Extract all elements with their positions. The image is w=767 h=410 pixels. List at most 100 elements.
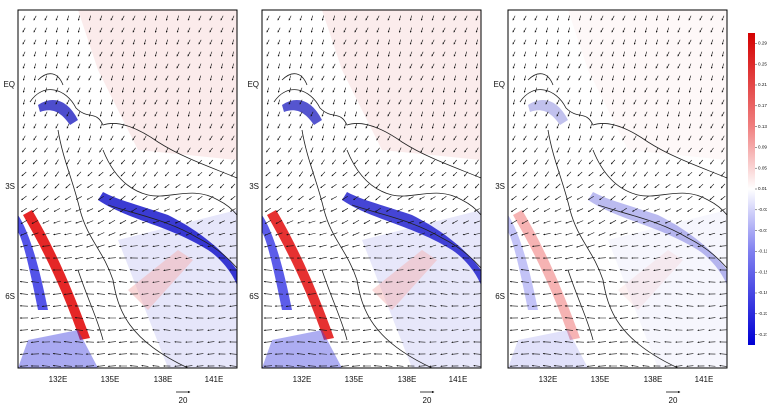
wind-arrow (354, 39, 358, 45)
wind-arrow (220, 159, 224, 165)
wind-arrow (55, 51, 58, 57)
wind-arrow (44, 51, 47, 57)
y-tick-label: 3S (249, 182, 259, 191)
wind-arrow (63, 257, 72, 260)
wind-arrow (96, 304, 106, 307)
y-tick-label: 3S (495, 182, 505, 191)
wind-arrow (129, 317, 139, 320)
wind-arrow (86, 220, 94, 224)
wind-arrow (442, 39, 446, 45)
wind-arrow (163, 328, 171, 331)
wind-arrow (152, 269, 160, 272)
x-tick-label: 141E (449, 375, 468, 384)
wind-arrow (44, 39, 48, 45)
wind-arrow (475, 75, 479, 81)
wind-arrow (75, 244, 83, 248)
wind-arrow (154, 39, 157, 45)
wind-arrow (22, 147, 26, 153)
wind-arrow (54, 183, 60, 189)
wind-arrow (77, 87, 81, 93)
wind-arrow (198, 99, 201, 105)
wind-arrow (120, 159, 126, 165)
wind-arrow (218, 245, 226, 248)
wind-arrow (33, 51, 37, 57)
wind-arrow (42, 220, 50, 224)
wind-arrow (299, 27, 303, 33)
wind-arrow (185, 365, 193, 368)
colorbar-tick-label: -0.19 (758, 290, 767, 295)
wind-arrow (277, 99, 281, 105)
wind-arrow (31, 232, 39, 236)
wind-arrow (43, 195, 49, 201)
wind-arrow (42, 207, 49, 213)
wind-arrow (88, 63, 92, 69)
wind-arrow (277, 75, 280, 81)
wind-arrow (387, 51, 390, 57)
wind-arrow (343, 75, 347, 81)
wind-arrow (231, 123, 235, 129)
wind-arrow (420, 27, 424, 33)
shade-blue-band (98, 192, 237, 285)
wind-arrow (198, 111, 201, 117)
wind-arrow (118, 353, 128, 356)
y-tick-label: 6S (249, 292, 259, 301)
wind-arrow (176, 147, 180, 153)
wind-arrow (98, 171, 104, 177)
wind-arrow (74, 328, 84, 331)
wind-arrow (31, 245, 39, 248)
wind-arrow (343, 27, 347, 33)
wind-arrow (387, 27, 391, 33)
wind-arrow (141, 293, 149, 296)
wind-arrow (110, 15, 114, 21)
wind-arrow (99, 147, 103, 153)
wind-arrow (110, 99, 113, 105)
panels: EQ 3S 6S 132E 135E 138E 141E 20 EQ 3S 6S 132E 135E 13… (3, 9, 728, 405)
y-tick-label: EQ (3, 80, 15, 89)
wind-arrow (66, 63, 70, 69)
wind-arrow (209, 111, 213, 117)
wind-arrow (55, 87, 59, 93)
wind-arrow (277, 39, 281, 45)
wind-arrow (209, 123, 213, 129)
wind-arrow (409, 63, 413, 69)
wind-arrow (22, 51, 26, 57)
wind-arrow (77, 99, 81, 105)
wind-arrow (220, 147, 224, 153)
wind-arrow (121, 27, 125, 33)
wind-arrow (266, 63, 270, 69)
wind-arrow (66, 15, 70, 21)
wind-arrow (207, 341, 215, 344)
colorbar-tick-label: -0.27 (758, 332, 767, 337)
x-tick-label: 132E (293, 375, 312, 384)
wind-arrow (310, 111, 314, 117)
wind-arrow (143, 147, 147, 153)
wind-arrow (299, 15, 303, 21)
wind-arrow (118, 329, 128, 332)
wind-arrow (165, 63, 169, 69)
map-panel: EQ 3S 6S 132E 135E 138E 141E 20 (493, 9, 728, 405)
wind-arrow (288, 75, 291, 81)
wind-arrow (288, 99, 292, 105)
wind-arrow (376, 87, 380, 93)
wind-arrow (52, 245, 61, 248)
wind-arrow (420, 15, 423, 21)
wind-arrow (33, 147, 37, 153)
wind-arrow (196, 292, 204, 295)
wind-arrow (230, 208, 236, 212)
wind-arrow (22, 135, 26, 141)
wind-arrow (52, 281, 62, 284)
wind-arrow (354, 75, 358, 81)
wind-arrow (398, 63, 402, 69)
wind-arrow (154, 135, 158, 141)
wind-arrow (198, 51, 202, 57)
wind-arrow (22, 75, 26, 81)
wind-arrow (475, 39, 478, 45)
wind-arrow (22, 99, 25, 105)
wind-arrow (321, 15, 324, 21)
wind-arrow (86, 244, 94, 248)
wind-arrow (30, 341, 40, 344)
wind-arrow (207, 232, 215, 236)
wind-arrow (74, 256, 83, 260)
wind-arrow (88, 27, 92, 33)
colorbar-tick-label: 0.17 (758, 103, 767, 108)
